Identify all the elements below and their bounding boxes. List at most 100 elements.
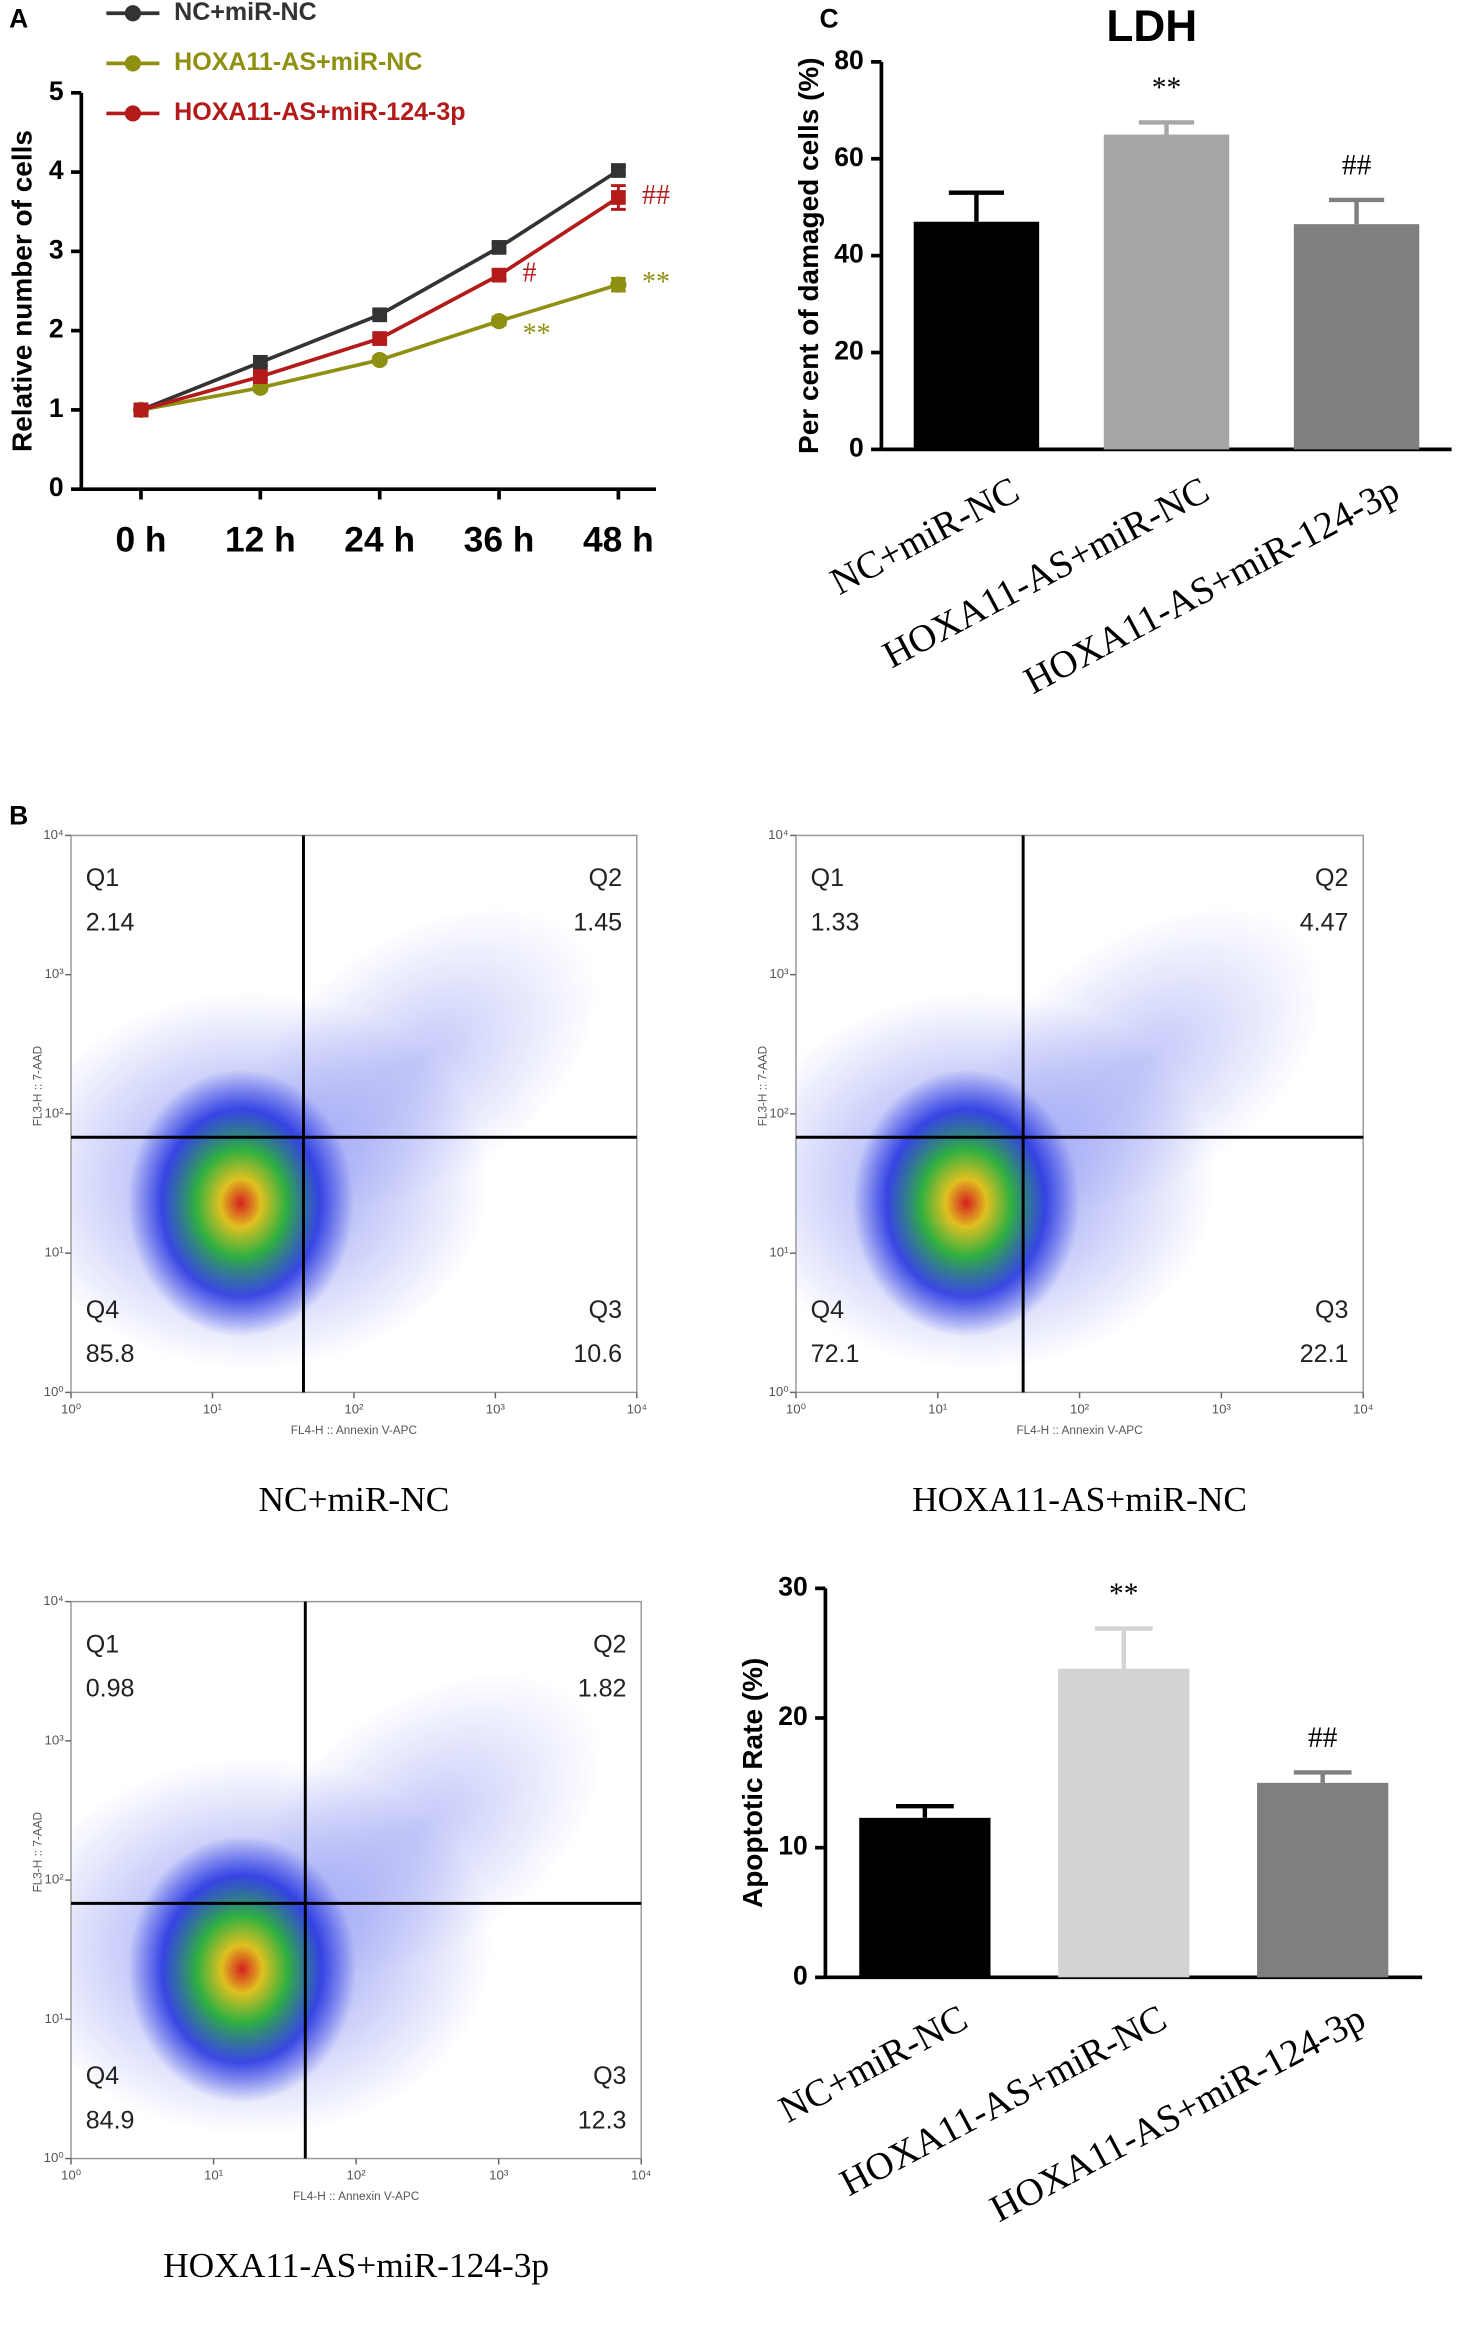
y-tick-label: 10³: [44, 1732, 64, 1747]
marker: [491, 267, 507, 283]
x-tick-label: 10³: [486, 1402, 506, 1417]
bar: [1103, 134, 1230, 450]
y-tick-label: 10⁴: [768, 827, 789, 842]
y-tick-label: 20: [834, 336, 864, 366]
quadrant-value: 72.1: [811, 1340, 860, 1368]
y-tick-label: 2: [49, 314, 64, 344]
y-tick-label: 10¹: [44, 1245, 64, 1260]
marker: [252, 369, 268, 384]
y-tick-label: 10²: [769, 1105, 789, 1120]
marker: [372, 331, 388, 346]
y-tick-label: 10: [778, 1831, 808, 1861]
quadrant-name: Q1: [86, 1630, 119, 1658]
quadrant-value: 0.98: [86, 1675, 135, 1703]
legend-marker: [124, 55, 142, 72]
chart-title: LDH: [1106, 2, 1197, 51]
caption: HOXA11-AS+miR-NC: [912, 1479, 1247, 1519]
y-tick-label: 5: [49, 76, 64, 106]
quadrant-value: 12.3: [578, 2106, 627, 2134]
annotation: **: [1109, 1578, 1138, 1610]
x-tick-label: 48 h: [583, 521, 654, 560]
density-cloud: [127, 1069, 354, 1337]
x-tick-label: 10³: [1212, 1402, 1232, 1417]
marker: [371, 351, 388, 369]
quadrant-value: 85.8: [86, 1340, 135, 1368]
panel-label: B: [9, 801, 28, 831]
y-tick-label: 30: [778, 1571, 808, 1601]
quadrant-name: Q2: [589, 864, 622, 892]
y-tick-label: 1: [49, 393, 64, 423]
annotation: **: [642, 267, 670, 298]
quadrant-name: Q4: [86, 2062, 119, 2090]
x-tick-label: 10⁴: [631, 2168, 652, 2183]
y-axis-label: FL3-H :: 7-AAD: [32, 1812, 45, 1892]
quadrant-value: 1.82: [578, 1675, 627, 1703]
y-tick-label: 20: [778, 1701, 808, 1731]
plot-area: [71, 1672, 603, 2137]
quadrant-value: 1.45: [573, 908, 622, 936]
x-tick-label: 10²: [1070, 1402, 1090, 1417]
y-tick-label: 10⁰: [769, 1384, 789, 1399]
x-tick-label: HOXA11-AS+miR-NC: [833, 1997, 1173, 2204]
quadrant-value: 4.47: [1300, 908, 1349, 936]
annotation: **: [1152, 72, 1181, 104]
legend-marker: [124, 5, 142, 22]
x-tick-label: 10⁴: [1353, 1402, 1374, 1417]
x-tick-label: 10¹: [204, 2168, 224, 2183]
x-tick-label: 12 h: [225, 521, 296, 560]
legend-label: NC+miR-NC: [174, 0, 317, 26]
x-tick-label: 10¹: [203, 1402, 223, 1417]
bar: [1257, 1782, 1389, 1978]
y-tick-label: 10³: [769, 966, 789, 981]
x-tick-label: 10⁴: [627, 1402, 648, 1417]
y-tick-label: 10³: [44, 966, 64, 981]
marker: [372, 307, 388, 323]
x-axis-label: FL4-H :: Annexin V-APC: [291, 1424, 418, 1437]
marker: [611, 163, 626, 178]
y-tick-label: 40: [834, 239, 864, 269]
panel-label: C: [820, 4, 839, 34]
x-tick-label: 10²: [347, 2168, 367, 2183]
x-tick-label: 10⁰: [61, 1402, 81, 1417]
density-cloud: [128, 1835, 357, 2103]
bar: [1293, 224, 1420, 450]
y-tick-label: 3: [49, 234, 64, 264]
annotation: ##: [1308, 1722, 1338, 1754]
x-tick-label: 24 h: [344, 521, 415, 560]
error-bar: [1094, 1626, 1153, 1669]
marker: [491, 240, 507, 255]
y-tick-label: 10²: [44, 1105, 64, 1120]
quadrant-name: Q4: [811, 1296, 844, 1324]
legend-marker: [124, 105, 142, 122]
x-tick-label: 0 h: [115, 521, 166, 560]
annotation: ##: [642, 180, 670, 211]
bar: [913, 221, 1040, 450]
x-axis-label: FL4-H :: Annexin V-APC: [1016, 1424, 1143, 1437]
quadrant-name: Q1: [811, 864, 844, 892]
quadrant-name: Q4: [86, 1296, 119, 1324]
marker: [610, 276, 627, 293]
marker: [252, 354, 268, 370]
y-tick-label: 10¹: [769, 1245, 789, 1260]
y-tick-label: 10¹: [44, 2011, 64, 2026]
series-line: [140, 195, 620, 412]
y-tick-label: 0: [849, 432, 864, 462]
quadrant-value: 1.33: [811, 908, 860, 936]
annotation: #: [523, 258, 537, 289]
x-tick-label: 36 h: [464, 521, 535, 560]
x-tick-label: 10⁰: [786, 1402, 806, 1417]
quadrant-name: Q1: [86, 864, 119, 892]
quadrant-value: 22.1: [1300, 1340, 1349, 1368]
bar: [1058, 1668, 1190, 1978]
density-cloud: [852, 1069, 1080, 1337]
quadrant-value: 2.14: [86, 908, 135, 936]
y-tick-label: 4: [49, 155, 64, 185]
y-tick-label: 10⁰: [44, 1384, 64, 1399]
annotation: **: [523, 318, 551, 349]
panel-label: A: [9, 4, 28, 34]
x-tick-label: 10²: [344, 1402, 364, 1417]
y-tick-label: 0: [49, 472, 64, 502]
annotation: ##: [1342, 149, 1372, 181]
